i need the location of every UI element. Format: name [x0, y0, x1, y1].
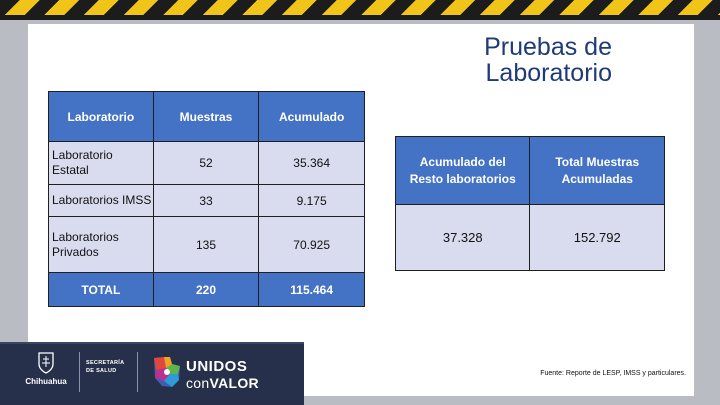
header-acumulado-resto-line1: Acumulado del [419, 154, 506, 169]
total-muestras-value: 152.792 [529, 204, 665, 271]
header-total-muestras-line2: Acumuladas [561, 171, 633, 186]
footer-divider [79, 352, 80, 392]
header-acumulado-resto-line2: Resto laboratorios [409, 171, 516, 186]
table-row: Laboratorios Privados 135 70.925 [48, 216, 365, 273]
header-muestras: Muestras [152, 91, 260, 142]
con-valor-word: conVALOR [186, 375, 259, 391]
secretaria-de-salud-label: SECRETARÍA DE SALUD [86, 359, 124, 375]
table-row: Laboratorios IMSS 33 9.175 [48, 184, 365, 217]
chihuahua-label: Chihuahua [25, 377, 67, 386]
lab-name-line2: Privados [52, 244, 99, 259]
header-acumulado: Acumulado [258, 91, 365, 142]
footer-logo-band: Chihuahua SECRETARÍA DE SALUD UNIDOS con… [0, 342, 304, 405]
summary-header-row: Acumulado del Resto laboratorios Total M… [394, 136, 665, 205]
slide-title: Pruebas de Laboratorio [0, 34, 612, 86]
total-muestras: 220 [152, 272, 260, 307]
header-total-muestras: Total Muestras Acumuladas [529, 136, 665, 205]
chihuahua-crest-icon [38, 352, 54, 374]
lab-name-line1: Laboratorios IMSS [52, 193, 152, 207]
summary-value-row: 37.328 152.792 [394, 204, 665, 271]
source-note: Fuente: Reporte de LESP, IMSS y particul… [540, 370, 686, 377]
summary-table: Acumulado del Resto laboratorios Total M… [394, 136, 665, 271]
lab-name-line1: Laboratorio [52, 148, 113, 162]
lab-table-header-row: Laboratorio Muestras Acumulado [48, 91, 365, 142]
muestras-cell: 135 [152, 216, 260, 273]
unidos-word: UNIDOS [186, 358, 248, 375]
lab-name-cell: Laboratorio Estatal [48, 141, 154, 185]
unidos-con-valor-logo-icon [154, 357, 180, 387]
lab-name-cell: Laboratorios Privados [48, 216, 154, 273]
con-word: con [186, 375, 210, 391]
acumulado-cell: 9.175 [258, 184, 365, 217]
total-row: TOTAL 220 115.464 [48, 272, 365, 307]
hazard-stripe-bar [0, 0, 720, 20]
unidos-con-valor-logo: UNIDOS conVALOR [150, 350, 300, 396]
muestras-cell: 33 [152, 184, 260, 217]
header-total-muestras-line1: Total Muestras [555, 154, 640, 169]
acumulado-resto-value: 37.328 [394, 204, 531, 271]
secretaria-line1: SECRETARÍA [86, 360, 125, 366]
acumulado-cell: 35.364 [258, 141, 365, 185]
lab-name-cell: Laboratorios IMSS [48, 184, 154, 217]
slide-title-line2: Laboratorio [485, 59, 612, 87]
lab-name-line1: Laboratorios [52, 229, 119, 244]
lab-name-line2: Estatal [52, 163, 89, 177]
muestras-cell: 52 [152, 141, 260, 185]
total-label: TOTAL [48, 272, 154, 307]
secretaria-line2: DE SALUD [86, 368, 117, 374]
footer-divider [137, 352, 138, 392]
laboratory-table: Laboratorio Muestras Acumulado Laborator… [48, 91, 365, 307]
chihuahua-logo: Chihuahua [14, 348, 78, 398]
table-row: Laboratorio Estatal 52 35.364 [48, 141, 365, 185]
header-acumulado-resto: Acumulado del Resto laboratorios [394, 136, 531, 205]
slide-title-line1: Pruebas de [484, 33, 612, 61]
acumulado-cell: 70.925 [258, 216, 365, 273]
header-laboratorio: Laboratorio [48, 91, 154, 142]
valor-word: VALOR [209, 375, 259, 391]
total-acumulado: 115.464 [258, 272, 365, 307]
